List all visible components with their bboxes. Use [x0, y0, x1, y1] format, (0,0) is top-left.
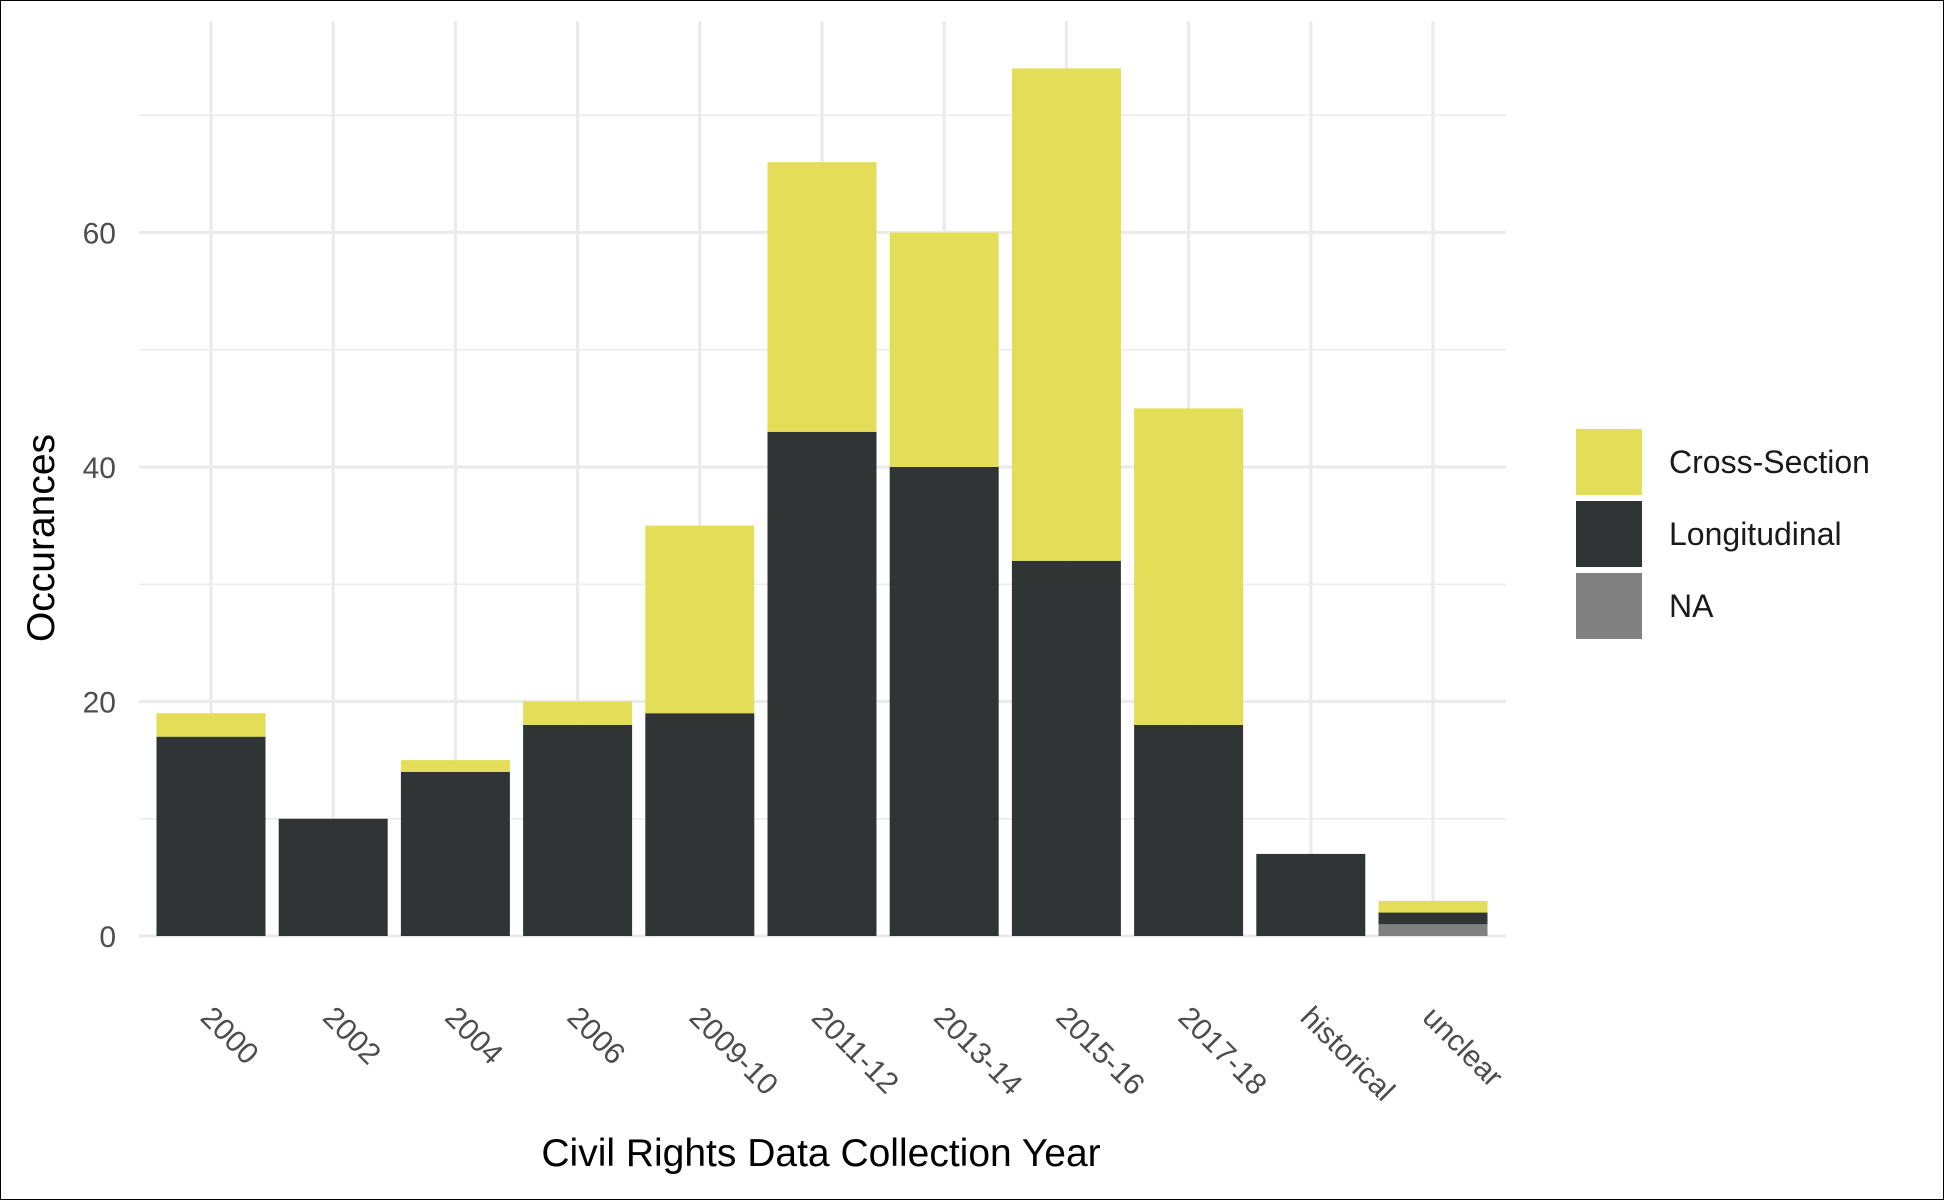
bar-2000-cross-section — [156, 713, 266, 737]
bar-unclear-na — [1378, 924, 1488, 936]
x-tick-label-2011-12: 2011-12 — [805, 1001, 905, 1101]
bar-historical-longitudinal — [1256, 853, 1366, 936]
x-tick-label-2017-18: 2017-18 — [1172, 1001, 1273, 1102]
bar-2006-longitudinal — [523, 724, 633, 936]
bar-2011-12-cross-section — [767, 162, 877, 432]
legend-key-na — [1576, 573, 1642, 639]
bar-2009-10-longitudinal — [645, 713, 755, 936]
y-tick-label-40: 40 — [83, 452, 116, 485]
bar-2002-longitudinal — [278, 818, 388, 936]
bar-2017-18-longitudinal — [1134, 724, 1244, 936]
bar-unclear-cross-section — [1378, 900, 1488, 913]
x-tick-label-2009-10: 2009-10 — [683, 1001, 784, 1102]
x-tick-labels: 2000 2002 2004 2006 2009-10 2011-12 2013-14 201… — [194, 1001, 1509, 1108]
bar-2013-14-longitudinal — [889, 467, 999, 936]
bar-2006-cross-section — [523, 701, 633, 725]
bar-2017-18-cross-section — [1134, 408, 1244, 725]
x-tick-label-2006: 2006 — [561, 1001, 632, 1072]
bar-2004-longitudinal — [400, 771, 510, 936]
bar-2009-10-cross-section — [645, 525, 755, 714]
x-tick-label-unclear: unclear — [1416, 1001, 1509, 1094]
x-axis-title: Civil Rights Data Collection Year — [541, 1132, 1100, 1175]
y-tick-labels: 0 20 40 60 — [83, 218, 116, 955]
legend-key-cross-section — [1576, 429, 1642, 495]
y-tick-label-60: 60 — [83, 218, 116, 251]
y-axis-title: Occurances — [20, 434, 63, 642]
x-tick-label-2013-14: 2013-14 — [927, 1001, 1028, 1102]
y-tick-label-20: 20 — [83, 687, 116, 720]
legend: Cross-Section Longitudinal NA — [1576, 429, 1870, 639]
bar-2013-14-cross-section — [889, 232, 999, 467]
bar-2004-cross-section — [400, 760, 510, 772]
bar-2011-12-longitudinal — [767, 431, 877, 936]
bars — [156, 68, 1488, 936]
y-tick-label-0: 0 — [99, 921, 116, 954]
bar-2000-longitudinal — [156, 736, 266, 936]
legend-label-na: NA — [1669, 588, 1714, 624]
legend-label-cross-section: Cross-Section — [1669, 444, 1870, 480]
bar-2015-16-longitudinal — [1011, 560, 1121, 936]
x-tick-label-2015-16: 2015-16 — [1049, 1001, 1150, 1102]
x-tick-label-2000: 2000 — [194, 1001, 265, 1072]
bar-unclear-longitudinal — [1378, 912, 1488, 925]
x-tick-label-2002: 2002 — [316, 1001, 387, 1072]
legend-label-longitudinal: Longitudinal — [1669, 516, 1842, 552]
x-tick-label-historical: historical — [1294, 1001, 1401, 1108]
x-tick-label-2004: 2004 — [438, 1001, 509, 1072]
legend-key-longitudinal — [1576, 501, 1642, 567]
bar-2015-16-cross-section — [1011, 68, 1121, 561]
